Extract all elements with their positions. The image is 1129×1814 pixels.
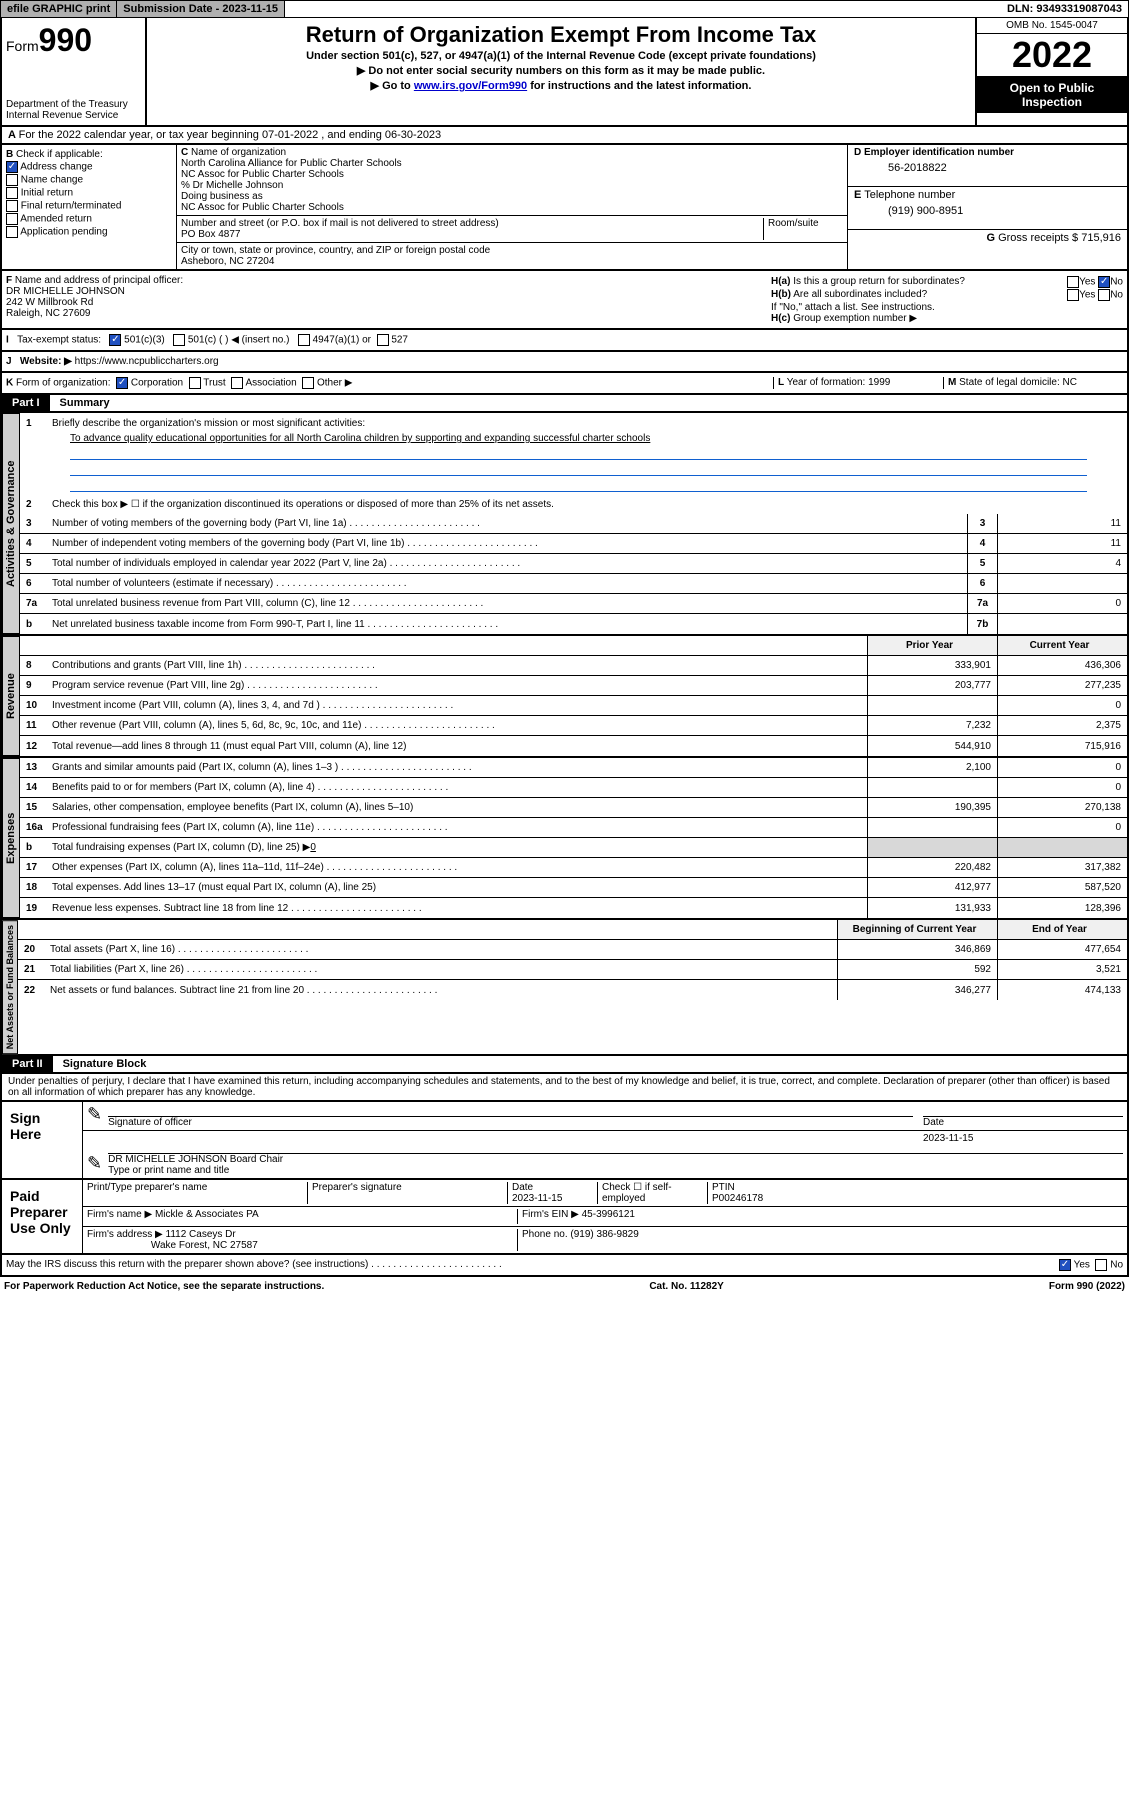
row-j-website: J Website: ▶ https://www.ncpubliccharter… (0, 352, 1129, 373)
org-address: PO Box 4877 (181, 229, 240, 240)
row-k-org-form: K Form of organization: Corporation Trus… (0, 373, 1129, 395)
form-number: Form990 (6, 22, 141, 59)
officer-name: DR MICHELLE JOHNSON (6, 286, 125, 297)
pen-icon: ✎ (87, 1153, 102, 1176)
submission-date: Submission Date - 2023-11-15 (117, 1, 285, 17)
chk-initial-return[interactable]: Initial return (6, 187, 172, 199)
efile-print-button[interactable]: efile GRAPHIC print (1, 1, 117, 17)
subtitle-3: Go to www.irs.gov/Form990 for instructio… (151, 79, 971, 92)
firm-name: Mickle & Associates PA (155, 1209, 259, 1220)
part2-header: Part IISignature Block (0, 1056, 1129, 1074)
org-name: North Carolina Alliance for Public Chart… (181, 158, 402, 169)
activities-governance-section: Activities & Governance 1Briefly describ… (0, 413, 1129, 636)
tax-year: 2022 (977, 34, 1127, 77)
chk-final-return[interactable]: Final return/terminated (6, 200, 172, 212)
chk-name-change[interactable]: Name change (6, 174, 172, 186)
part1-header: Part ISummary (0, 395, 1129, 413)
row-fh: F Name and address of principal officer:… (0, 271, 1129, 330)
irs-link[interactable]: www.irs.gov/Form990 (414, 80, 527, 92)
revenue-section: Revenue Prior YearCurrent Year 8Contribu… (0, 636, 1129, 758)
row-a-tax-year: A For the 2022 calendar year, or tax yea… (0, 127, 1129, 145)
section-bcd: B Check if applicable: Address change Na… (0, 145, 1129, 271)
pen-icon: ✎ (87, 1104, 102, 1128)
may-irs-discuss: May the IRS discuss this return with the… (0, 1255, 1129, 1277)
org-city: Asheboro, NC 27204 (181, 256, 274, 267)
subtitle-1: Under section 501(c), 527, or 4947(a)(1)… (151, 50, 971, 62)
row-i-tax-status: I Tax-exempt status: 501(c)(3) 501(c) ( … (0, 330, 1129, 352)
chk-address-change[interactable]: Address change (6, 161, 172, 173)
form-header: Form990 Department of the Treasury Inter… (0, 18, 1129, 127)
omb-number: OMB No. 1545-0047 (977, 18, 1127, 34)
subtitle-2: Do not enter social security numbers on … (151, 64, 971, 77)
topbar: efile GRAPHIC print Submission Date - 20… (0, 0, 1129, 18)
ptin: P00246178 (712, 1193, 763, 1204)
page-footer: For Paperwork Reduction Act Notice, see … (0, 1277, 1129, 1296)
form-title: Return of Organization Exempt From Incom… (151, 22, 971, 48)
mission-text: To advance quality educational opportuni… (20, 433, 1127, 444)
sign-here-section: Sign Here ✎Signature of officerDate 2023… (0, 1102, 1129, 1180)
ein: 56-2018822 (848, 160, 1127, 176)
dln: DLN: 93493319087043 (1001, 1, 1128, 17)
gross-receipts: 715,916 (1081, 232, 1121, 244)
chk-app-pending[interactable]: Application pending (6, 226, 172, 238)
dept-label: Department of the Treasury Internal Reve… (6, 99, 141, 121)
officer-signature-name: DR MICHELLE JOHNSON Board Chair (108, 1154, 283, 1165)
net-assets-section: Net Assets or Fund Balances Beginning of… (0, 920, 1129, 1056)
open-inspection: Open to Public Inspection (977, 77, 1127, 113)
website-link[interactable]: https://www.ncpubliccharters.org (75, 356, 219, 367)
phone: (919) 900-8951 (848, 203, 1127, 219)
paid-preparer-section: Paid Preparer Use Only Print/Type prepar… (0, 1180, 1129, 1255)
expenses-section: Expenses 13Grants and similar amounts pa… (0, 758, 1129, 920)
chk-amended[interactable]: Amended return (6, 213, 172, 225)
penalty-text: Under penalties of perjury, I declare th… (0, 1074, 1129, 1102)
